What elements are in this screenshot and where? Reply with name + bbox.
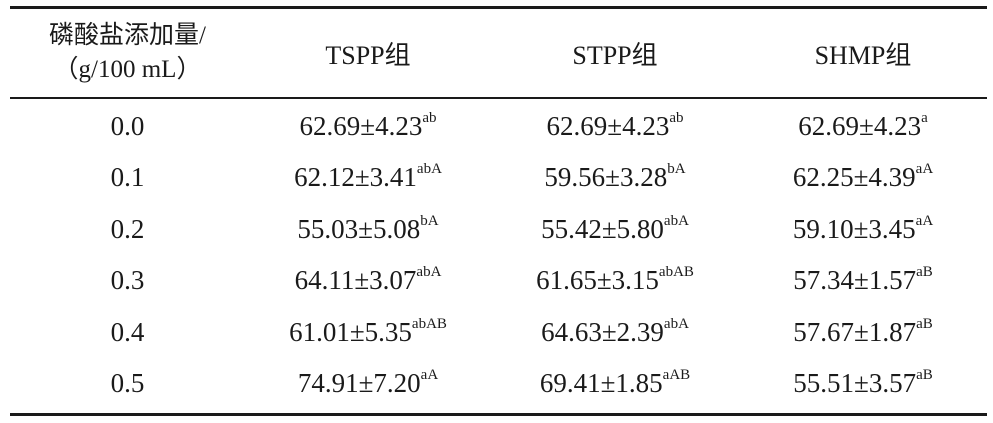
table-row: 0.5 74.91±7.20aA 69.41±1.85aAB 55.51±3.5… bbox=[10, 358, 987, 410]
header-stpp: STPP组 bbox=[572, 40, 658, 70]
shmp-cell: 59.10±3.45aA bbox=[792, 212, 934, 244]
table-body: 0.0 62.69±4.23ab 62.69±4.23ab 62.69±4.23… bbox=[10, 101, 987, 410]
level-cell: 0.3 bbox=[110, 265, 145, 296]
header-rule bbox=[10, 97, 987, 99]
level-cell: 0.4 bbox=[110, 316, 145, 347]
shmp-cell: 57.67±1.87aB bbox=[793, 315, 933, 347]
level-cell: 0.5 bbox=[110, 368, 145, 399]
table-row: 0.1 62.12±3.41abA 59.56±3.28bA 62.25±4.3… bbox=[10, 152, 987, 204]
data-table: 磷酸盐添加量/ （g/100 mL） TSPP组 STPP组 SHMP组 0.0… bbox=[10, 6, 987, 416]
tspp-cell: 62.69±4.23ab bbox=[299, 109, 437, 141]
top-rule bbox=[10, 6, 987, 9]
stpp-cell: 55.42±5.80abA bbox=[541, 212, 689, 244]
shmp-cell: 62.69±4.23a bbox=[798, 109, 928, 141]
tspp-cell: 55.03±5.08bA bbox=[297, 212, 439, 244]
stpp-cell: 59.56±3.28bA bbox=[544, 161, 686, 193]
stpp-cell: 69.41±1.85aAB bbox=[539, 367, 691, 399]
tspp-cell: 64.11±3.07abA bbox=[294, 264, 442, 296]
stpp-cell: 64.63±2.39abA bbox=[541, 315, 689, 347]
table-row: 0.4 61.01±5.35abAB 64.63±2.39abA 57.67±1… bbox=[10, 307, 987, 359]
header-phosphate-level-line1: 磷酸盐添加量/ bbox=[49, 22, 206, 49]
stpp-cell: 62.69±4.23ab bbox=[546, 109, 684, 141]
shmp-cell: 57.34±1.57aB bbox=[793, 264, 933, 296]
header-tspp: TSPP组 bbox=[325, 40, 411, 70]
tspp-cell: 62.12±3.41abA bbox=[294, 161, 442, 193]
table-row: 0.0 62.69±4.23ab 62.69±4.23ab 62.69±4.23… bbox=[10, 101, 987, 153]
header-row: 磷酸盐添加量/ （g/100 mL） TSPP组 STPP组 SHMP组 bbox=[10, 9, 987, 97]
header-shmp: SHMP组 bbox=[814, 40, 912, 70]
level-cell: 0.0 bbox=[110, 110, 145, 141]
tspp-cell: 74.91±7.20aA bbox=[297, 367, 439, 399]
bottom-rule bbox=[10, 412, 987, 416]
stpp-cell: 61.65±3.15abAB bbox=[536, 264, 694, 296]
tspp-cell: 61.01±5.35abAB bbox=[289, 315, 447, 347]
header-phosphate-level-line2: （g/100 mL） bbox=[53, 56, 202, 83]
shmp-cell: 62.25±4.39aA bbox=[792, 161, 934, 193]
shmp-cell: 55.51±3.57aB bbox=[793, 367, 933, 399]
table-row: 0.2 55.03±5.08bA 55.42±5.80abA 59.10±3.4… bbox=[10, 204, 987, 256]
level-cell: 0.2 bbox=[110, 213, 145, 244]
level-cell: 0.1 bbox=[110, 162, 145, 193]
header-phosphate-level: 磷酸盐添加量/ （g/100 mL） bbox=[10, 19, 245, 87]
table-row: 0.3 64.11±3.07abA 61.65±3.15abAB 57.34±1… bbox=[10, 255, 987, 307]
